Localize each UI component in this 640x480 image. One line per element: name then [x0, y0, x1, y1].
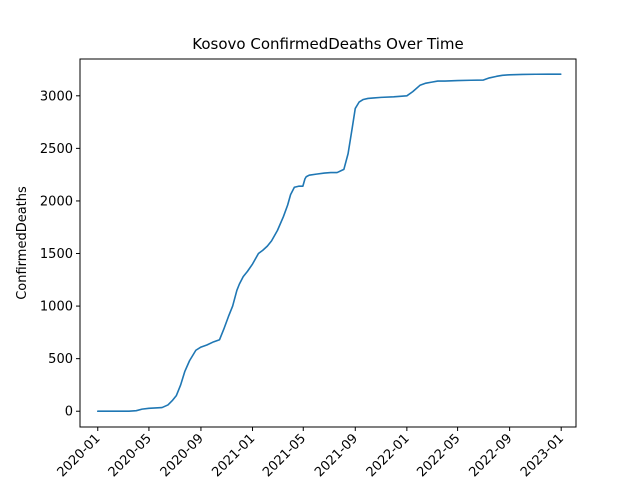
y-tick-label-1: 500: [48, 352, 73, 367]
x-tick-label-9: 2023-01: [518, 431, 567, 480]
y-axis-label: ConfirmedDeaths: [15, 186, 30, 300]
x-tick-label-7: 2022-05: [414, 431, 463, 480]
x-tick-label-2: 2020-09: [158, 431, 207, 480]
x-tick-label-1: 2020-05: [106, 431, 155, 480]
y-tick-label-5: 2500: [40, 142, 73, 157]
x-tick-label-6: 2022-01: [364, 431, 413, 480]
y-tick-label-6: 3000: [40, 89, 73, 104]
y-tick-label-3: 1500: [40, 247, 73, 262]
chart-title: Kosovo ConfirmedDeaths Over Time: [192, 35, 463, 53]
series-line-0: [96, 73, 562, 413]
x-tick-label-5: 2021-09: [312, 431, 361, 480]
y-tick-label-0: 0: [65, 405, 73, 420]
y-tick-label-2: 1000: [40, 300, 73, 315]
plot-frame: [79, 58, 577, 428]
x-tick-label-3: 2021-01: [209, 431, 258, 480]
y-tick-label-4: 2000: [40, 194, 73, 209]
x-tick-label-8: 2022-09: [466, 431, 515, 480]
x-tick-label-4: 2021-05: [260, 431, 309, 480]
x-tick-label-0: 2020-01: [55, 431, 104, 480]
